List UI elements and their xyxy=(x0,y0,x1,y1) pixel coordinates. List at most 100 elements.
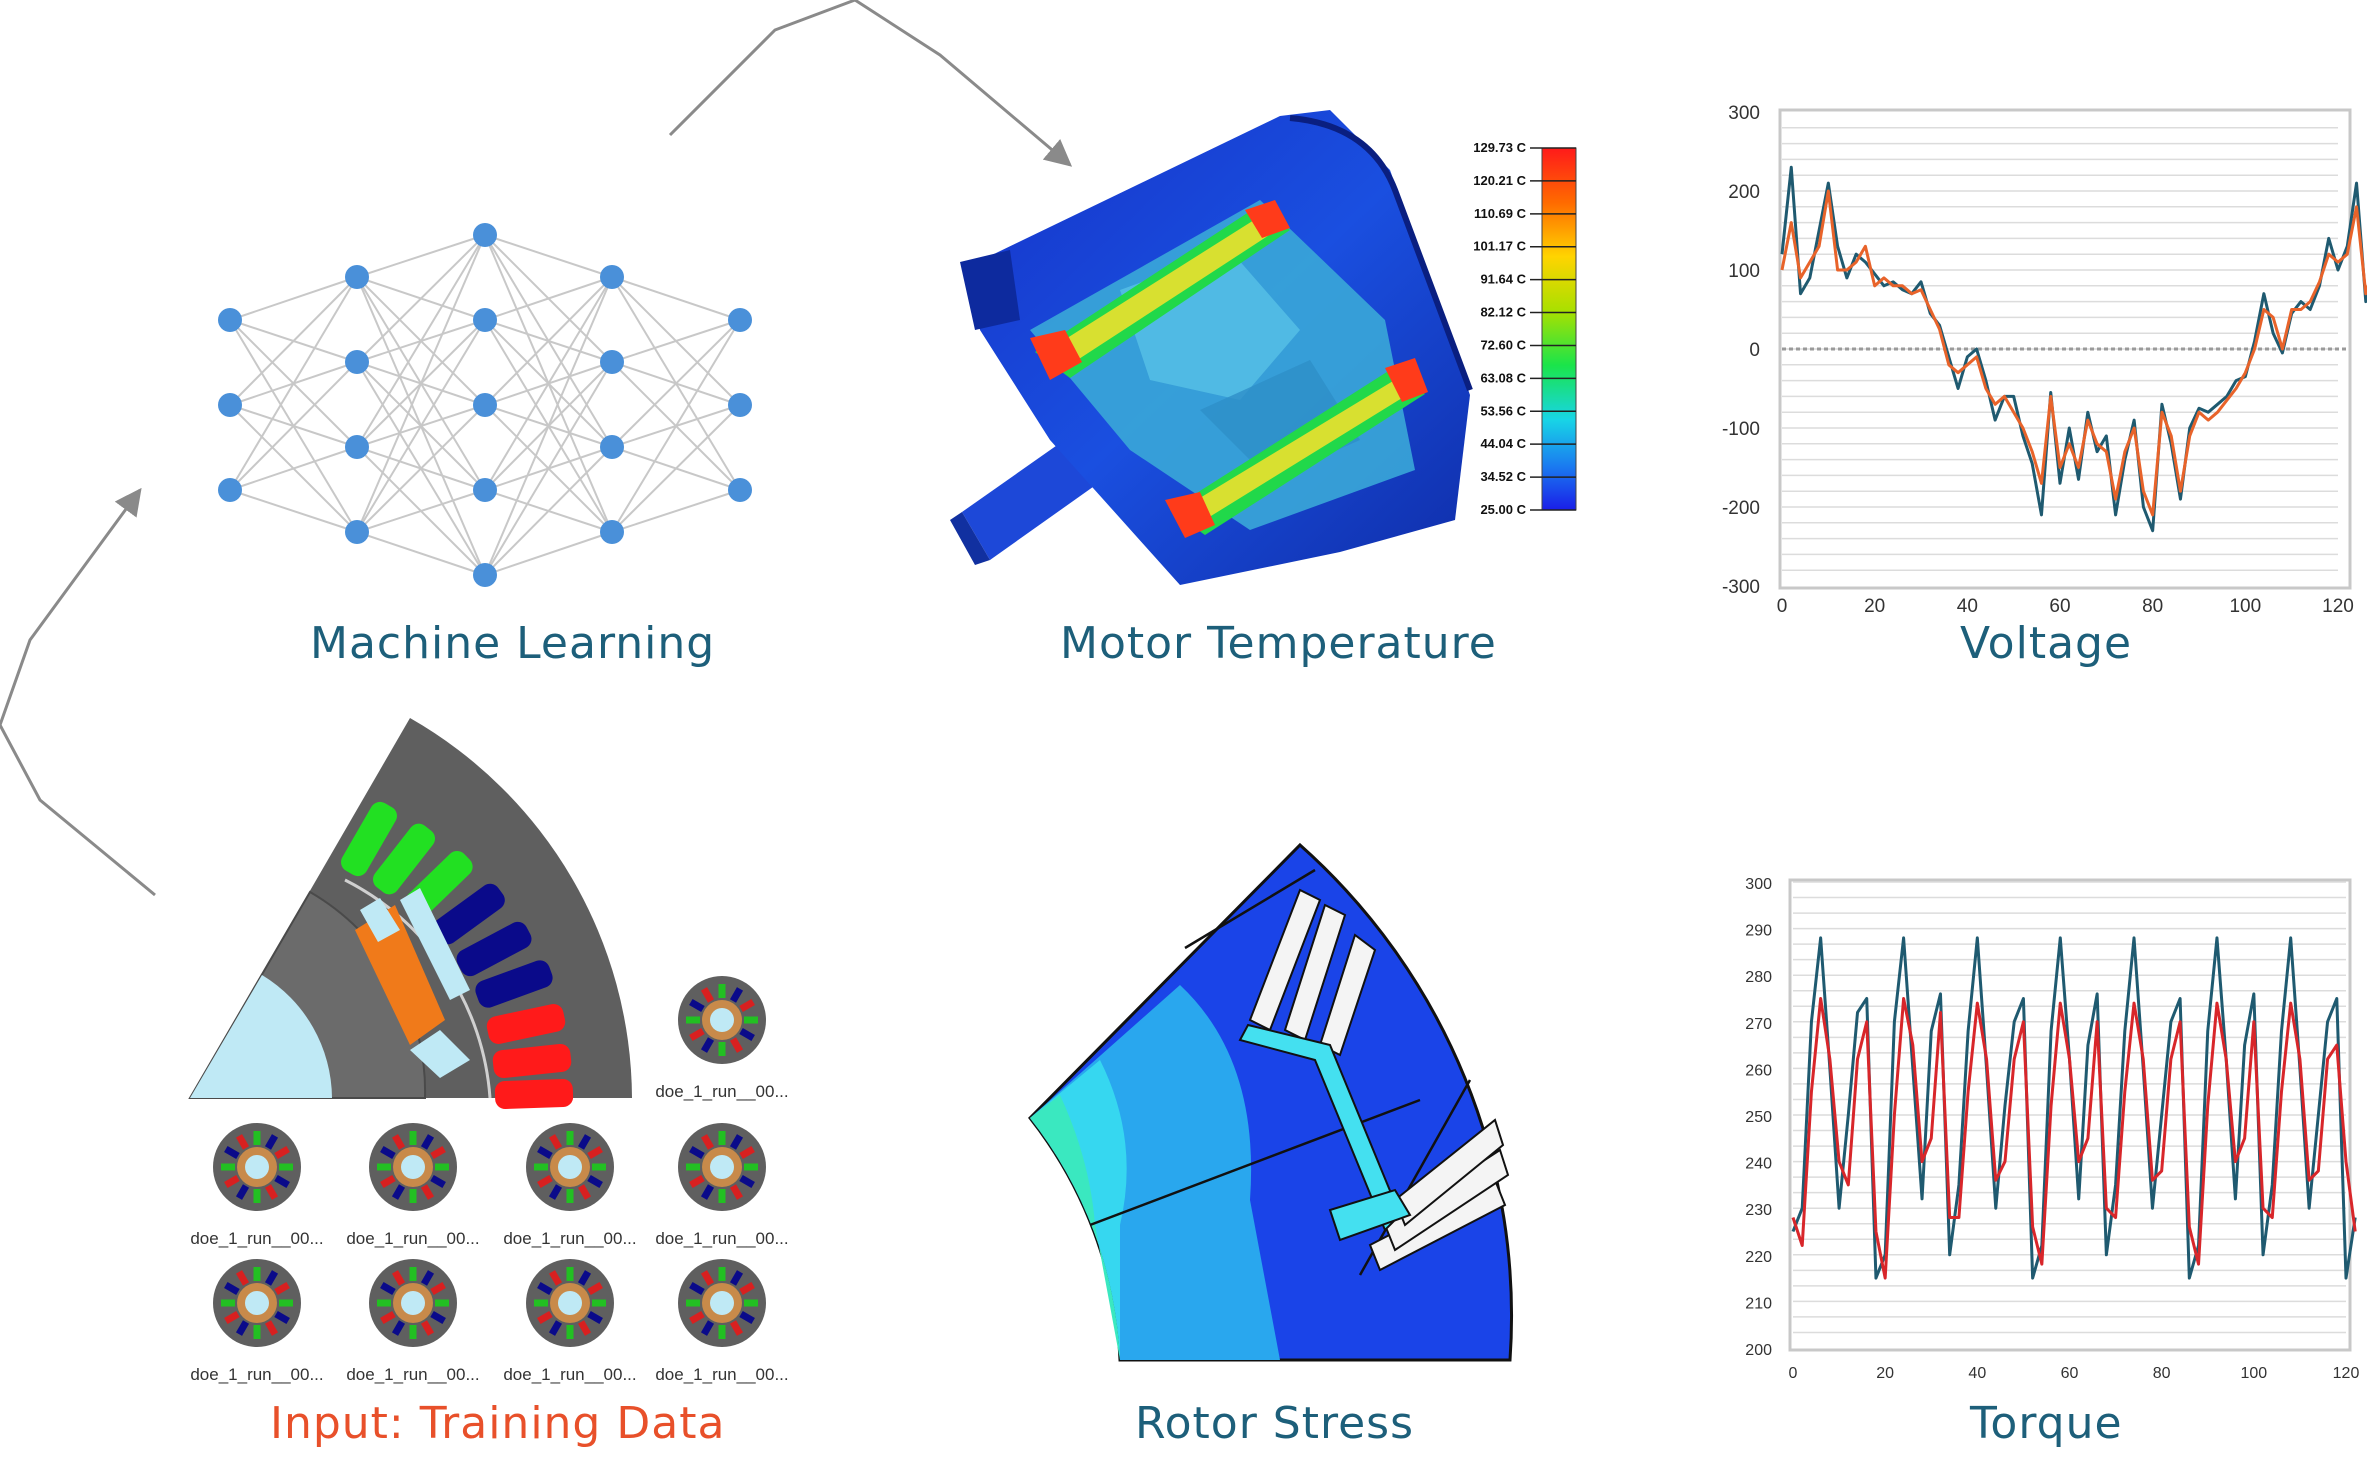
series-line-predicted xyxy=(1791,997,2357,1280)
training-thumbnail[interactable]: doe_1_run__00... xyxy=(655,976,789,1101)
thumbnail-slot xyxy=(577,1184,592,1200)
thumbnail-slot xyxy=(224,1145,240,1160)
network-edge xyxy=(484,234,613,278)
y-tick-label: 280 xyxy=(1745,969,1772,986)
x-tick-label: 120 xyxy=(2322,596,2354,617)
legend-label: 25.00 C xyxy=(1480,502,1526,517)
y-tick-label: 270 xyxy=(1745,1016,1772,1033)
training-thumbnail[interactable]: doe_1_run__00... xyxy=(503,1259,637,1384)
network-node xyxy=(473,223,497,247)
legend-label: 129.73 C xyxy=(1473,140,1526,155)
thumbnail-slot xyxy=(391,1320,406,1336)
legend-label: 82.12 C xyxy=(1480,305,1526,320)
thumbnail-slot xyxy=(264,1134,279,1150)
thumbnail-label: doe_1_run__00... xyxy=(190,1365,323,1384)
thumbnail-slot xyxy=(729,987,744,1003)
network-node xyxy=(728,393,752,417)
thumbnail-slot xyxy=(729,1037,744,1053)
legend-label: 110.69 C xyxy=(1474,206,1527,221)
thumbnail-slot xyxy=(689,1145,705,1160)
y-tick-label: 260 xyxy=(1745,1062,1772,1079)
y-tick-label: 230 xyxy=(1745,1202,1772,1219)
thumbnail-slot xyxy=(235,1270,250,1286)
thumbnail-slot xyxy=(380,1174,396,1189)
legend-label: 34.52 C xyxy=(1480,469,1526,484)
temperature-legend: 129.73 C 120.21 C 110.69 C 101.17 C 91.64 C 8… xyxy=(1473,140,1576,517)
network-edge xyxy=(611,404,741,533)
network-edge xyxy=(484,276,613,321)
thumbnail-slot xyxy=(700,1270,715,1286)
thumbnail-slot xyxy=(548,1320,563,1336)
network-edge xyxy=(611,276,741,321)
thumbnail-slot xyxy=(739,1174,755,1189)
thumbnail-shaft xyxy=(558,1155,582,1179)
network-edge xyxy=(484,361,613,576)
y-tick-label: 290 xyxy=(1745,923,1772,940)
y-tick-label: -300 xyxy=(1722,577,1760,598)
network-edge xyxy=(356,489,486,533)
thumbnail-slot xyxy=(264,1270,279,1286)
thumbnail-slot xyxy=(430,1310,446,1325)
caption-motor-temperature: Motor Temperature xyxy=(1060,618,1497,669)
network-node xyxy=(473,478,497,502)
neural-network xyxy=(218,223,752,587)
thumbnail-shaft xyxy=(710,1155,734,1179)
y-tick-label: 220 xyxy=(1745,1249,1772,1266)
training-thumbnail[interactable]: doe_1_run__00... xyxy=(346,1259,480,1384)
y-tick-label: 100 xyxy=(1728,261,1760,282)
thumbnail-shaft xyxy=(245,1291,269,1315)
training-thumbnail[interactable]: doe_1_run__00... xyxy=(655,1259,789,1384)
thumbnail-slot xyxy=(430,1281,446,1296)
training-thumbnail[interactable]: doe_1_run__00... xyxy=(655,1123,789,1248)
network-node xyxy=(345,520,369,544)
thumbnail-shaft xyxy=(245,1155,269,1179)
network-edge xyxy=(229,276,358,406)
thumbnail-slot xyxy=(689,1310,705,1325)
thumbnail-shaft xyxy=(710,1008,734,1032)
thumbnail-label: doe_1_run__00... xyxy=(503,1229,636,1248)
thumbnail-label: doe_1_run__00... xyxy=(346,1365,479,1384)
network-node xyxy=(345,350,369,374)
thumbnail-slot xyxy=(700,987,715,1003)
network-node xyxy=(473,308,497,332)
x-tick-label: 120 xyxy=(2333,1365,2360,1382)
network-node xyxy=(473,393,497,417)
thumbnail-slot xyxy=(700,1134,715,1150)
caption-voltage: Voltage xyxy=(1960,618,2133,669)
thumbnail-slot xyxy=(420,1320,435,1336)
shaft-sector xyxy=(190,975,332,1098)
thumbnail-slot xyxy=(274,1281,290,1296)
thumbnail-slot xyxy=(420,1270,435,1286)
network-edges xyxy=(229,234,741,576)
network-edge xyxy=(611,489,741,533)
motor-cross-section xyxy=(188,718,632,1110)
x-tick-label: 80 xyxy=(2142,596,2163,617)
voltage-series xyxy=(1780,165,2367,533)
training-thumbnail[interactable]: doe_1_run__00... xyxy=(190,1123,324,1248)
thumbnail-slot xyxy=(739,1310,755,1325)
legend-label: 91.64 C xyxy=(1480,272,1526,287)
thumbnail-slot xyxy=(274,1174,290,1189)
network-edge xyxy=(484,276,613,576)
torque-series xyxy=(1791,936,2357,1280)
training-thumbnail[interactable]: doe_1_run__00... xyxy=(346,1123,480,1248)
network-node xyxy=(600,435,624,459)
legend-label: 63.08 C xyxy=(1480,370,1526,385)
voltage-axis-ticks: 300 200 100 0 -100 -200 -300 0 20 40 60 80 100 120 xyxy=(1722,103,2354,617)
training-thumbnail[interactable]: doe_1_run__00... xyxy=(503,1123,637,1248)
training-thumbnail[interactable]: doe_1_run__00... xyxy=(190,1259,324,1384)
thumbnail-slot xyxy=(391,1270,406,1286)
network-edge xyxy=(229,446,358,491)
network-edge xyxy=(356,531,486,576)
network-node xyxy=(600,350,624,374)
thumbnail-slot xyxy=(537,1174,553,1189)
network-edge xyxy=(229,276,358,491)
thumbnail-shaft xyxy=(401,1155,425,1179)
network-nodes xyxy=(218,223,752,587)
thumbnail-slot xyxy=(587,1174,603,1189)
thumbnail-slot xyxy=(700,1320,715,1336)
thumbnail-label: doe_1_run__00... xyxy=(655,1082,788,1101)
flow-arrows xyxy=(0,0,1073,897)
series-line-predicted xyxy=(1780,189,2367,517)
network-node xyxy=(218,478,242,502)
